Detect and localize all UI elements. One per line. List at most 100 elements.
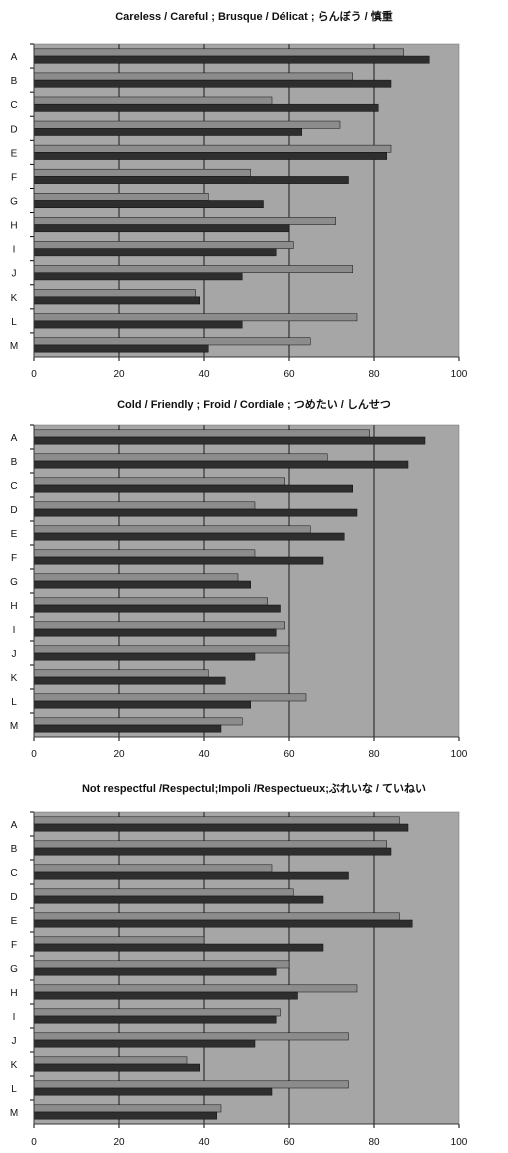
- x-tick-label: 80: [368, 749, 380, 760]
- x-tick-label: 100: [451, 1137, 468, 1148]
- category-label: G: [10, 964, 18, 975]
- bar-series-2: [33, 895, 324, 904]
- bar-series-1: [33, 717, 243, 726]
- category-label: G: [10, 197, 18, 208]
- bar-series-1: [33, 864, 273, 873]
- bar-series-1: [33, 168, 251, 177]
- bar-series-1: [33, 525, 311, 534]
- x-tick-label: 100: [451, 749, 468, 760]
- x-tick-label: 40: [198, 369, 210, 380]
- bar-series-1: [33, 669, 209, 678]
- chart-title: Careless / Careful ; Brusque / Délicat ;…: [115, 9, 393, 23]
- bar-series-1: [33, 621, 285, 630]
- x-tick-label: 80: [368, 1137, 380, 1148]
- bar-series-2: [33, 580, 251, 589]
- x-tick-label: 20: [113, 1137, 125, 1148]
- category-label: A: [11, 820, 18, 831]
- category-label: M: [10, 341, 18, 352]
- bar-series-2: [33, 344, 209, 353]
- bar-series-1: [33, 120, 341, 129]
- category-label: I: [13, 625, 16, 636]
- bar-series-1: [33, 840, 387, 849]
- bar-series-1: [33, 429, 370, 438]
- plot-border: [33, 43, 460, 358]
- bar-series-2: [33, 1039, 256, 1048]
- x-tick-label: 0: [31, 1137, 37, 1148]
- chart-title: Not respectful /Respectul;Impoli /Respec…: [82, 782, 426, 795]
- bar-series-2: [33, 79, 392, 88]
- bar-series-1: [33, 816, 400, 825]
- bar-series-2: [33, 823, 409, 832]
- bar-series-2: [33, 200, 264, 208]
- category-label: C: [10, 100, 17, 111]
- category-label: C: [10, 868, 17, 879]
- category-label: B: [11, 457, 18, 468]
- category-label: I: [13, 1012, 16, 1023]
- x-tick-label: 100: [451, 369, 468, 380]
- category-label: L: [11, 1084, 17, 1095]
- bar-series-2: [33, 991, 298, 1000]
- bar-series-2: [33, 652, 256, 661]
- category-label: K: [11, 293, 18, 304]
- bar-series-2: [33, 128, 302, 136]
- bar-series-2: [33, 272, 243, 281]
- bar-series-1: [33, 960, 290, 969]
- bar-series-2: [33, 508, 358, 517]
- bar-series-1: [33, 289, 196, 298]
- bar-series-2: [33, 1087, 273, 1096]
- plot-border: [33, 424, 460, 738]
- bar-series-2: [33, 628, 277, 637]
- bar-series-1: [33, 72, 353, 81]
- category-label: B: [11, 844, 18, 855]
- bar-series-2: [33, 224, 290, 233]
- bar-series-2: [33, 1111, 217, 1120]
- bar-series-2: [33, 943, 324, 952]
- bar-series-2: [33, 460, 409, 469]
- category-label: K: [11, 1060, 18, 1071]
- category-label: K: [11, 673, 18, 684]
- bar-series-2: [33, 967, 277, 976]
- category-label: D: [10, 505, 17, 516]
- bar-series-2: [33, 1063, 200, 1072]
- bar-series-2: [33, 847, 392, 856]
- x-tick-label: 60: [283, 749, 295, 760]
- category-label: M: [10, 721, 18, 732]
- category-label: H: [10, 988, 17, 999]
- category-label: F: [11, 172, 17, 183]
- category-label: J: [12, 269, 17, 280]
- category-label: J: [12, 1036, 17, 1047]
- x-tick-label: 20: [113, 749, 125, 760]
- bar-series-1: [33, 888, 294, 897]
- bar-series-2: [33, 556, 324, 565]
- x-tick-label: 40: [198, 1137, 210, 1148]
- bar-series-1: [33, 1080, 349, 1089]
- bar-series-2: [33, 532, 345, 541]
- x-tick-label: 60: [283, 1137, 295, 1148]
- bar-series-1: [33, 96, 273, 105]
- bar-series-1: [33, 313, 358, 322]
- bar-series-2: [33, 296, 200, 305]
- category-label: B: [11, 76, 18, 87]
- bar-series-1: [33, 1104, 222, 1113]
- bar-series-1: [33, 477, 285, 486]
- bar-series-1: [33, 597, 268, 606]
- bar-series-1: [33, 241, 294, 249]
- category-label: I: [13, 245, 16, 256]
- category-label: E: [11, 529, 18, 540]
- category-label: J: [12, 649, 17, 660]
- category-label: L: [11, 697, 17, 708]
- bar-series-1: [33, 193, 209, 201]
- category-label: M: [10, 1108, 18, 1119]
- category-label: A: [11, 52, 18, 63]
- bar-series-1: [33, 48, 404, 57]
- bar-series-2: [33, 700, 251, 709]
- bar-series-1: [33, 693, 307, 702]
- bar-series-2: [33, 919, 413, 928]
- bar-series-2: [33, 871, 349, 880]
- bar-series-1: [33, 549, 256, 558]
- bar-series-2: [33, 484, 353, 493]
- chart-title: Cold / Friendly ; Froid / Cordiale ; つめた…: [117, 398, 391, 411]
- x-tick-label: 80: [368, 369, 380, 380]
- bar-series-1: [33, 1056, 188, 1065]
